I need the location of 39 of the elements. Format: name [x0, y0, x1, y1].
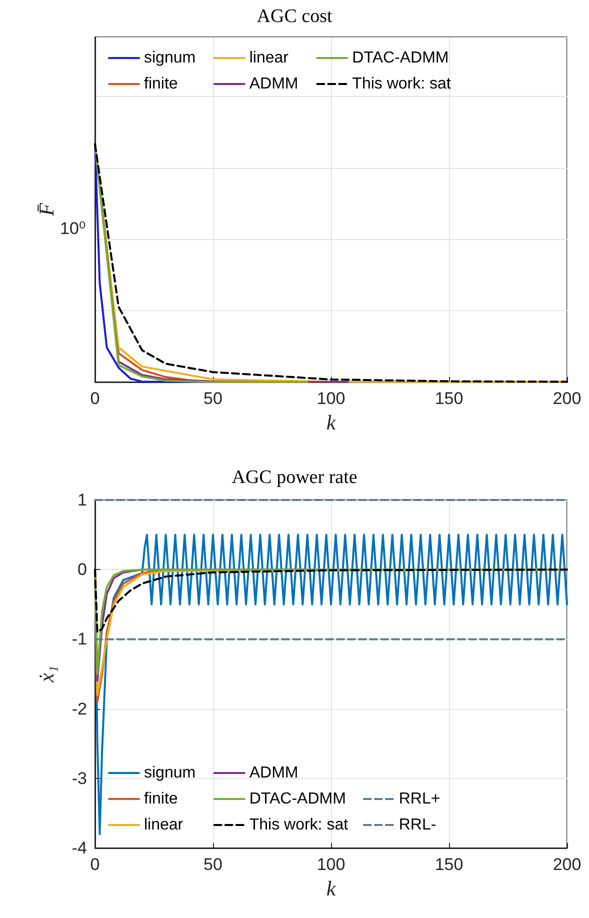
legend-label: signum [144, 50, 196, 66]
x-axis-title: k [326, 876, 336, 900]
x-tick-label: 0 [90, 389, 100, 408]
legend-label: linear [249, 50, 290, 66]
x-tick-label: 50 [204, 389, 222, 408]
x-tick-label: 150 [434, 389, 464, 408]
y-tick-label: -2 [72, 699, 87, 718]
y-tick-label: -4 [72, 838, 87, 858]
y-tick-label: -1 [72, 630, 87, 649]
x-tick-label: 100 [316, 855, 346, 874]
y-axis-title: ẋ₁ [34, 666, 58, 684]
x-tick-label: 100 [316, 389, 346, 408]
y-axis-title: F̄ [34, 202, 58, 217]
x-tick-label: 0 [90, 855, 100, 874]
legend-label: RRL- [398, 816, 436, 834]
legend-label: linear [144, 816, 184, 834]
legend-label: finite [144, 790, 178, 808]
legend-label: This work: sat [352, 76, 452, 92]
legend-label: DTAC-ADMM [352, 50, 449, 66]
y-tick-label: -3 [72, 768, 87, 788]
legend-label: This work: sat [249, 816, 349, 834]
chart-title: AGC power rate [232, 467, 358, 488]
x-tick-label: 50 [204, 855, 222, 874]
legend-label: DTAC-ADMM [249, 790, 346, 808]
legend-label: ADMM [249, 76, 298, 92]
text: 10⁰ [60, 219, 86, 238]
legend-label: RRL+ [398, 790, 440, 808]
line-series [94, 568, 568, 634]
line-series [94, 534, 568, 836]
legend-label: ADMM [249, 764, 298, 782]
y-tick-label: 1 [78, 490, 87, 510]
x-tick-label: 200 [552, 855, 582, 874]
x-axis-title: k [326, 410, 336, 434]
x-tick-label: 150 [434, 855, 464, 874]
chart-title: AGC cost [256, 6, 333, 27]
y-tick-label: 0 [78, 560, 87, 580]
legend-label: finite [144, 76, 178, 92]
legend-label: signum [144, 764, 196, 782]
x-tick-label: 200 [552, 389, 582, 408]
